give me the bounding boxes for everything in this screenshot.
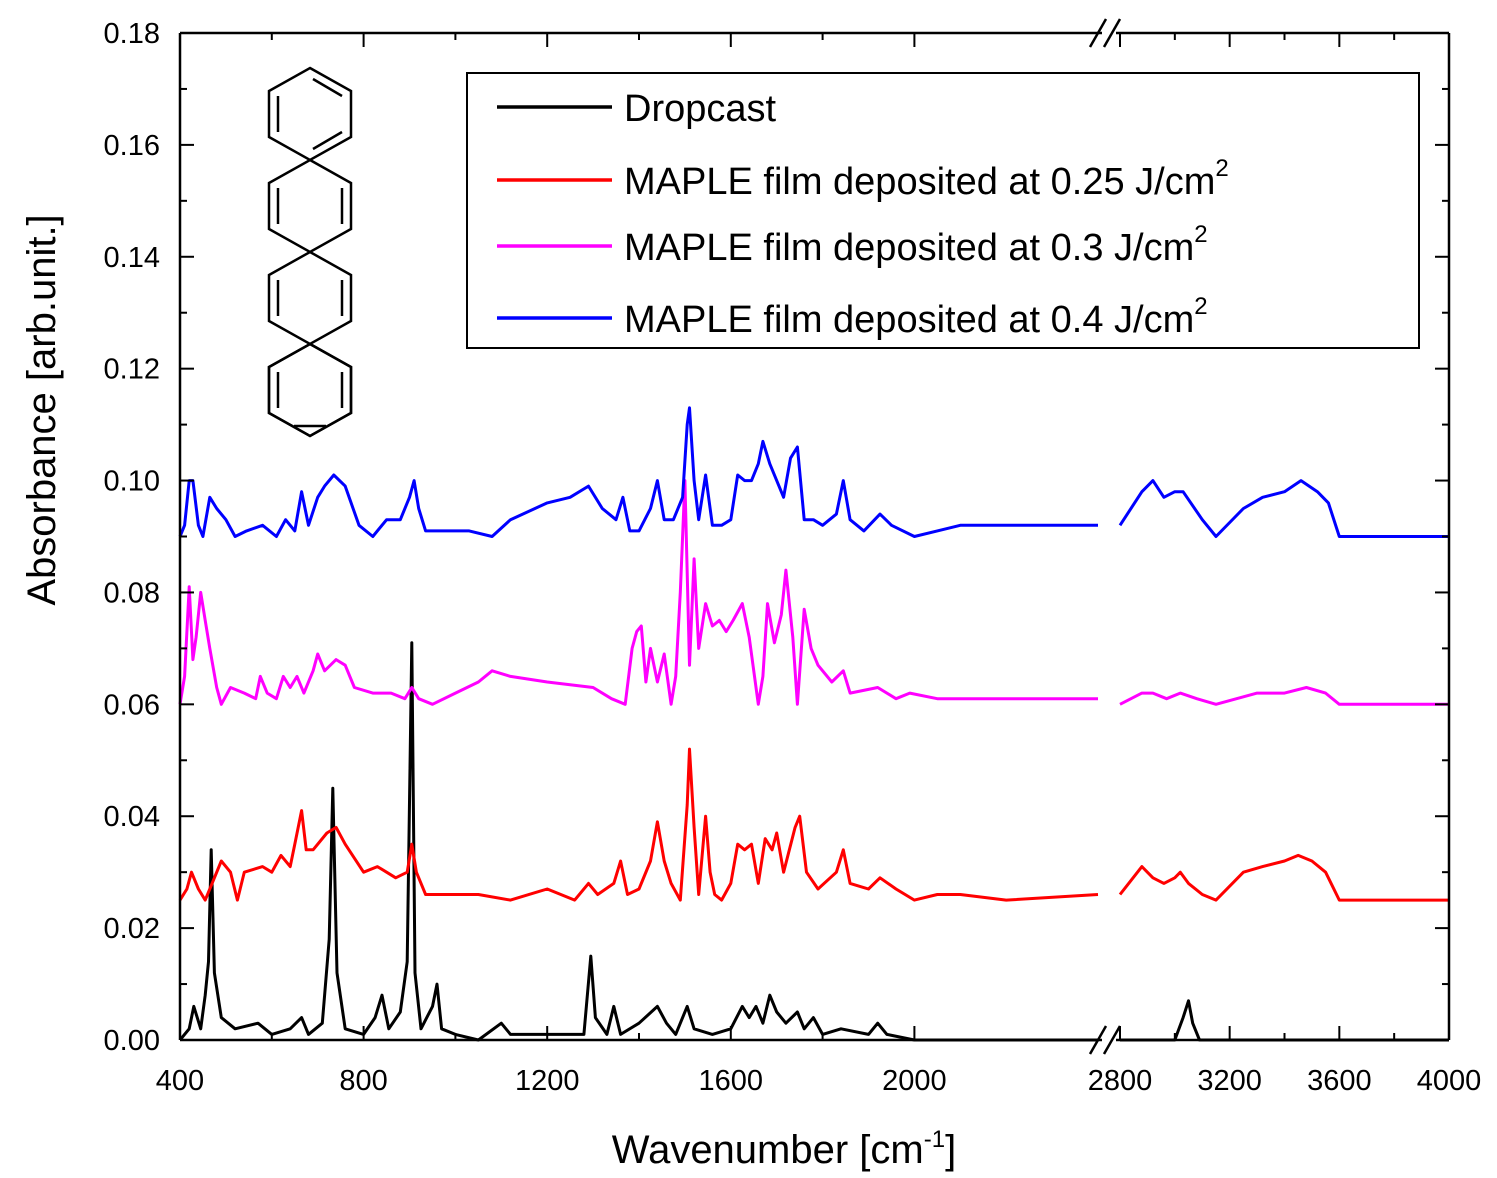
x-tick-label: 800 (339, 1065, 387, 1097)
pentacene-structure-icon (267, 66, 353, 438)
y-axis-title: Absorbance [arb.unit.] (20, 214, 64, 605)
axis-break-top-b (1102, 18, 1122, 48)
legend-label-2: MAPLE film deposited at 0.3 J/cm2 (624, 221, 1208, 269)
series-line-1 (178, 747, 1449, 902)
axis-break-top-a (1088, 18, 1108, 48)
y-tick-label: 0.00 (104, 1025, 160, 1057)
series-line-3 (178, 406, 1449, 538)
y-tick-label: 0.14 (104, 242, 160, 274)
x-tick-label: 400 (156, 1065, 204, 1097)
x-tick-label: 3600 (1307, 1065, 1372, 1097)
x-axis-title: Wavenumber [cm-1] (612, 1126, 956, 1172)
x-tick-label: 1200 (515, 1065, 580, 1097)
y-tick-label: 0.06 (104, 689, 160, 721)
series-line-2 (178, 479, 1449, 706)
x-tick-label: 4000 (1417, 1065, 1482, 1097)
x-tick-label: 2000 (882, 1065, 947, 1097)
y-tick-label: 0.04 (104, 801, 160, 833)
legend-label-1: MAPLE film deposited at 0.25 J/cm2 (624, 155, 1229, 203)
y-tick-label: 0.12 (104, 354, 160, 386)
legend-label-3: MAPLE film deposited at 0.4 J/cm2 (624, 293, 1208, 341)
y-tick-label: 0.02 (104, 913, 160, 945)
legend: Dropcast MAPLE film deposited at 0.25 J/c… (466, 72, 1420, 349)
axis-break-bottom-a (1088, 1025, 1108, 1055)
x-tick-label: 3200 (1197, 1065, 1262, 1097)
x-tick-label: 1600 (699, 1065, 764, 1097)
x-tick-label: 2800 (1088, 1065, 1153, 1097)
legend-label-0: Dropcast (624, 88, 776, 130)
series-line-0 (178, 641, 1449, 1042)
y-tick-label: 0.08 (104, 577, 160, 609)
legend-box (466, 72, 1420, 349)
axes-layer: 0.00 0.02 0.04 0.06 0.08 0.10 0.12 0.14 0.16 0.18… (104, 18, 1482, 1097)
series-layer (178, 406, 1449, 1042)
y-tick-label: 0.18 (104, 18, 160, 50)
legend-items: Dropcast MAPLE film deposited at 0.25 J/c… (497, 88, 1229, 341)
axis-break-bottom-b (1102, 1025, 1122, 1055)
y-tick-label: 0.10 (104, 466, 160, 498)
y-tick-label: 0.16 (104, 130, 160, 162)
